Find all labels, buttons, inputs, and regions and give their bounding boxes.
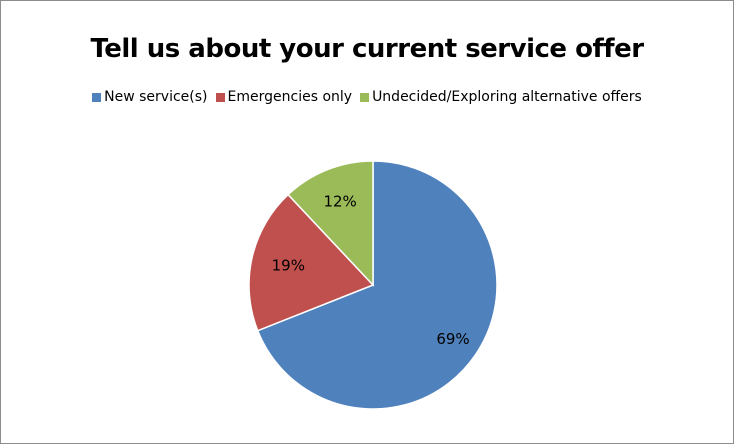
legend-swatch-undecided xyxy=(360,92,370,102)
pie-slice-emergencies-only xyxy=(248,193,375,332)
legend-swatch-emergencies-only xyxy=(215,92,225,102)
legend-item-emergencies-only: Emergencies only xyxy=(215,89,353,105)
data-label-undecided: 12% xyxy=(323,192,356,210)
pie-slice-new-services xyxy=(256,160,498,410)
pie-slice-undecided xyxy=(287,160,374,287)
legend-item-undecided: Undecided/Exploring alternative offers xyxy=(360,89,642,105)
legend: New service(s) Emergencies only Undecide… xyxy=(0,89,734,105)
legend-label-new-services: New service(s) xyxy=(104,89,208,105)
legend-item-new-services: New service(s) xyxy=(92,89,208,105)
chart-title: Tell us about your current service offer xyxy=(90,34,644,64)
legend-label-emergencies-only: Emergencies only xyxy=(227,89,353,105)
legend-label-undecided: Undecided/Exploring alternative offers xyxy=(372,89,642,105)
data-label-new-services: 69% xyxy=(436,330,469,348)
data-label-emergencies-only: 19% xyxy=(272,257,305,275)
legend-swatch-new-services xyxy=(92,92,102,102)
